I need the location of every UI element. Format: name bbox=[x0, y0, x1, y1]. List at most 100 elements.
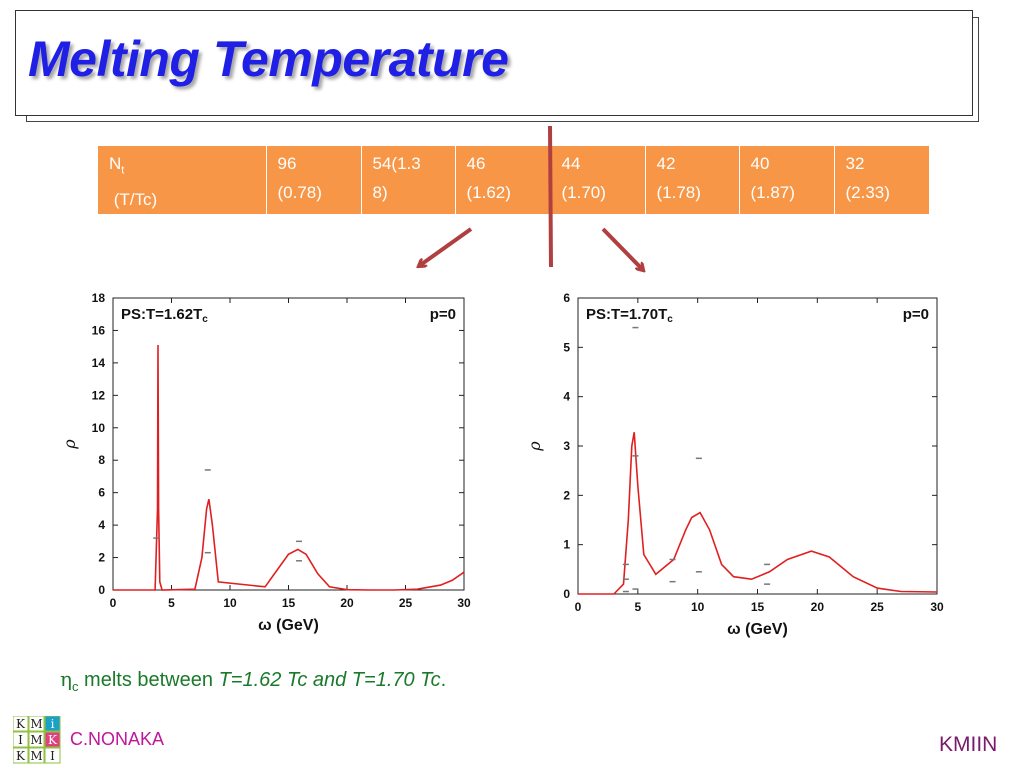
cell-value: 46 bbox=[466, 154, 486, 173]
logo-letter: I bbox=[50, 749, 55, 763]
x-tick-label: 20 bbox=[811, 600, 825, 614]
cell-ratio: (2.33) bbox=[845, 183, 890, 202]
author-name: C.NONAKA bbox=[70, 729, 165, 749]
cell-ratio: (0.78) bbox=[277, 183, 322, 202]
table-cell: 42 (1.78) bbox=[645, 146, 740, 215]
x-tick-label: 30 bbox=[457, 596, 471, 610]
spectral-curve bbox=[113, 344, 465, 591]
logo-cell bbox=[28, 716, 45, 732]
x-tick-label: 5 bbox=[634, 600, 641, 614]
y-tick-label: 4 bbox=[98, 518, 105, 532]
caption-range: T=1.62 Tc and T=1.70 Tc bbox=[218, 669, 441, 691]
y-tick-label: 0 bbox=[98, 583, 105, 597]
temperature-annotation: PS:T=1.70Tc bbox=[586, 306, 673, 325]
x-axis-label: ω (GeV) bbox=[258, 617, 319, 634]
nt-label: N bbox=[109, 154, 122, 173]
y-tick-label: 1 bbox=[563, 538, 570, 552]
logo-letter: M bbox=[30, 717, 42, 731]
x-tick-label: 10 bbox=[223, 596, 237, 610]
logo-cell bbox=[13, 747, 29, 764]
logo-cell bbox=[13, 731, 29, 748]
divider-line bbox=[548, 125, 553, 268]
x-tick-label: 10 bbox=[691, 600, 705, 614]
table-cell: 46 (1.62) bbox=[455, 146, 551, 215]
table-cell: 40 (1.87) bbox=[739, 146, 835, 215]
y-axis-label: ρ bbox=[60, 439, 79, 450]
y-tick-label: 18 bbox=[92, 291, 106, 305]
y-tick-label: 10 bbox=[92, 421, 106, 435]
logo-letter: I bbox=[18, 733, 23, 747]
cell-ratio: (1.70) bbox=[561, 183, 606, 202]
y-tick-label: 14 bbox=[92, 356, 106, 370]
y-tick-label: 0 bbox=[563, 587, 570, 601]
y-axis-label: ρ bbox=[530, 441, 544, 452]
plot-frame bbox=[577, 297, 938, 595]
plot-frame bbox=[112, 297, 465, 591]
slide-title: Melting Temperature bbox=[28, 31, 509, 87]
table-cell: 54(1.3 8) bbox=[361, 146, 456, 215]
footer-kmiin: KMIIN bbox=[939, 733, 998, 756]
cell-ratio: (1.87) bbox=[750, 183, 795, 202]
arrow-right bbox=[601, 227, 643, 270]
logo-cell bbox=[44, 747, 61, 764]
y-tick-label: 8 bbox=[98, 453, 105, 467]
y-tick-label: 6 bbox=[98, 486, 105, 500]
cell-value: 40 bbox=[750, 154, 770, 173]
spectral-curve bbox=[578, 432, 938, 595]
momentum-annotation: p=0 bbox=[430, 306, 456, 323]
logo-cell bbox=[28, 747, 45, 764]
x-tick-label: 25 bbox=[399, 596, 413, 610]
y-tick-label: 5 bbox=[563, 340, 570, 354]
temperature-table: Nt (T/Tc) 96 (0.78) 54(1.3 8) 46 (1.62) 44 (… bbox=[98, 146, 929, 215]
cell-value: 42 bbox=[656, 154, 676, 173]
table-header-cell: Nt (T/Tc) bbox=[98, 146, 267, 215]
momentum-annotation: p=0 bbox=[903, 306, 929, 323]
x-tick-label: 5 bbox=[168, 596, 175, 610]
cell-value: 54(1.3 bbox=[372, 154, 421, 173]
logo-letter: K bbox=[16, 717, 26, 731]
caption-text: melts between bbox=[78, 669, 219, 691]
logo-letter: M bbox=[30, 749, 42, 763]
x-axis-label: ω (GeV) bbox=[727, 621, 788, 638]
caption: ηc melts between T=1.62 Tc and T=1.70 Tc… bbox=[60, 667, 446, 694]
y-tick-label: 2 bbox=[98, 551, 105, 565]
x-tick-label: 30 bbox=[930, 600, 944, 614]
logo-letter: i bbox=[51, 717, 55, 731]
caption-end: . bbox=[440, 669, 447, 691]
spectral-chart-1.70tc: 0 5 10 15 20 25 30 0 1 2 3 4 5 6 PS:T=1.70Tc p=0 ω (GeV)… bbox=[530, 291, 944, 638]
x-tick-label: 25 bbox=[870, 600, 884, 614]
cell-ratio: 8) bbox=[372, 183, 388, 202]
arrows-overlay bbox=[0, 125, 1024, 300]
cell-ratio: (1.62) bbox=[466, 183, 511, 202]
table-cell: 96 (0.78) bbox=[266, 146, 362, 215]
logo-cell bbox=[44, 731, 61, 748]
cell-value: 44 bbox=[561, 154, 581, 173]
x-tick-label: 0 bbox=[110, 596, 117, 610]
logo-letter: M bbox=[30, 733, 42, 747]
y-tick-label: 16 bbox=[92, 323, 106, 337]
x-tick-label: 15 bbox=[751, 600, 765, 614]
table-cell: 44 (1.70) bbox=[550, 146, 646, 215]
logo-cell bbox=[44, 716, 61, 732]
eta-subscript: c bbox=[71, 679, 79, 694]
nt-subscript: t bbox=[121, 164, 125, 177]
x-tick-label: 15 bbox=[282, 596, 296, 610]
table-row: Nt (T/Tc) 96 (0.78) 54(1.3 8) 46 (1.62) 44 (… bbox=[98, 146, 929, 215]
cell-value: 96 bbox=[277, 154, 297, 173]
logo-cell bbox=[13, 716, 29, 732]
logo-cell bbox=[28, 731, 45, 748]
y-tick-label: 4 bbox=[563, 390, 570, 404]
title-frame bbox=[15, 10, 973, 116]
eta-symbol: η bbox=[60, 667, 72, 691]
y-tick-label: 2 bbox=[563, 488, 570, 502]
table-cell: 32 (2.33) bbox=[834, 146, 929, 215]
x-tick-label: 20 bbox=[340, 596, 354, 610]
tc-label: (T/Tc) bbox=[109, 190, 158, 210]
spectral-chart-1.62tc: 0 5 10 15 20 25 30 0 2 4 6 8 10 12 14 16 18 PS:T=1.62Tc p=… bbox=[60, 291, 471, 634]
x-tick-label: 0 bbox=[575, 600, 582, 614]
logo-letter: K bbox=[48, 733, 58, 747]
y-tick-label: 12 bbox=[92, 388, 106, 402]
y-tick-label: 6 bbox=[563, 291, 570, 305]
cell-value: 32 bbox=[845, 154, 865, 173]
